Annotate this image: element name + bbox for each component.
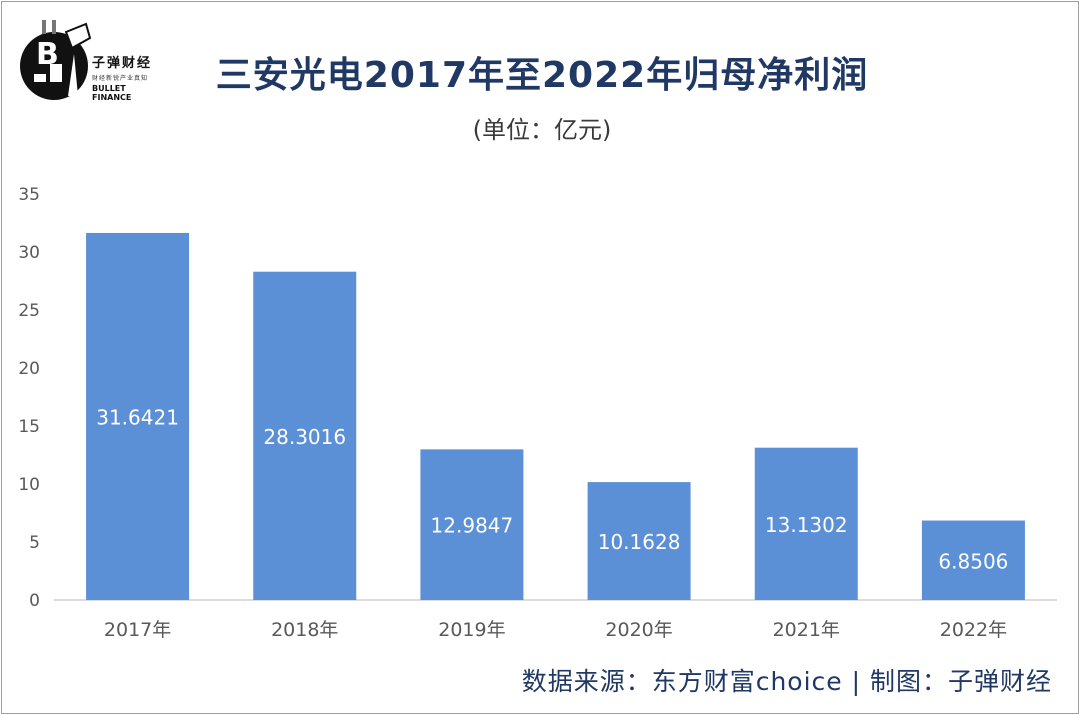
y-tick-label: 20 (18, 359, 40, 379)
bar-2022年 (921, 520, 1025, 600)
data-label: 10.1628 (598, 530, 681, 554)
bar-2021年 (754, 447, 858, 600)
data-label: 31.6421 (96, 405, 179, 429)
x-tick-label: 2017年 (104, 619, 171, 641)
x-tick-label: 2019年 (438, 619, 505, 641)
chart-subtitle: (单位：亿元) (472, 116, 612, 144)
logo-name-cn: 子弹财经 (92, 56, 153, 71)
bar-2020年 (587, 482, 691, 600)
logo-tagline: 财经新锐产业真知 (92, 75, 149, 82)
data-label: 28.3016 (263, 425, 346, 449)
y-tick-label: 15 (18, 417, 40, 437)
logo-name-en: BULLET FINANCE (92, 84, 132, 102)
y-tick-label: 30 (18, 243, 40, 263)
bar-2017年 (86, 232, 190, 600)
svg-text:B: B (36, 37, 59, 72)
bar-chart: 0 5 10 15 20 25 30 35 31.6421 2017年 28.3016 2018年 12… (18, 185, 1057, 641)
y-tick-label: 10 (18, 475, 40, 495)
chart-title: 三安光电2017年至2022年归母净利润 (215, 55, 869, 96)
bar-2018年 (253, 271, 357, 600)
x-tick-label: 2018年 (271, 619, 338, 641)
bar-2019年 (420, 449, 524, 600)
y-tick-label: 5 (29, 533, 40, 553)
bullet-logo-icon: B (20, 20, 92, 100)
brand-logo: B 子弹财经 财经新锐产业真知 BULLET FINANCE (16, 18, 166, 108)
data-label: 12.9847 (431, 514, 514, 538)
data-label: 6.8506 (938, 549, 1008, 573)
data-source-note: 数据来源：东方财富choice | 制图：子弹财经 (521, 667, 1052, 696)
x-tick-label: 2021年 (773, 619, 840, 641)
y-tick-label: 35 (18, 185, 40, 205)
x-tick-label: 2022年 (940, 619, 1007, 641)
y-tick-label: 0 (29, 591, 40, 611)
data-label: 13.1302 (765, 513, 848, 537)
y-tick-label: 25 (18, 301, 40, 321)
x-tick-label: 2020年 (605, 619, 672, 641)
